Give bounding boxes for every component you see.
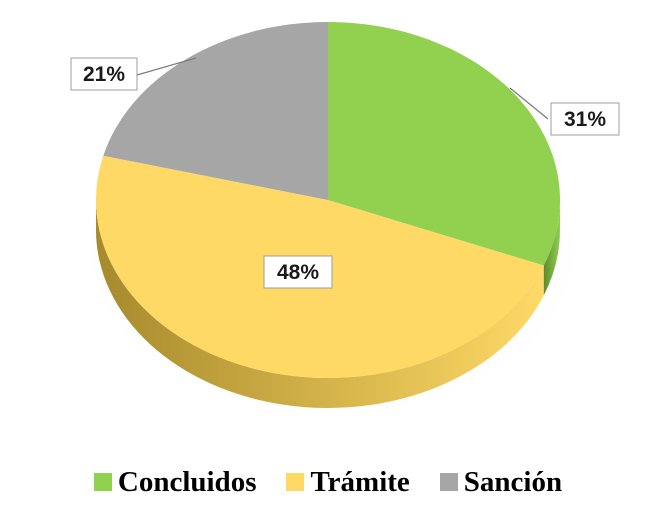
data-label-sancion: 21%: [83, 63, 125, 86]
data-label-concluidos: 31%: [564, 108, 606, 131]
legend-swatch-sancion: [439, 473, 458, 491]
legend-label-tramite: Trámite: [310, 465, 410, 498]
data-label-box-tramite: [263, 255, 333, 289]
pie-side-concluidos: [543, 200, 560, 296]
data-label-box-sancion: [70, 57, 138, 91]
pie-sides: [96, 200, 560, 409]
pie-top: [96, 22, 560, 378]
data-label-box-concluidos: [550, 102, 620, 136]
leader-line-concluidos: [509, 87, 549, 120]
data-label-tramite: 48%: [277, 261, 319, 284]
legend-label-sancion: Sanción: [463, 465, 563, 498]
chart-legend: Concluidos Trámite Sanción: [0, 462, 656, 502]
pie-slice-sancion: [103, 22, 329, 200]
leader-line-sancion: [136, 57, 197, 76]
pie-data-labels: 31% 48% 21%: [70, 57, 620, 289]
legend-swatch-concluidos: [93, 473, 112, 491]
legend-swatch-tramite: [286, 473, 305, 491]
legend-item-concluidos: Concluidos: [93, 465, 257, 499]
legend-item-tramite: Trámite: [286, 465, 410, 499]
pie-slice-concluidos: [328, 22, 560, 266]
legend-item-sancion: Sanción: [439, 465, 563, 499]
legend-label-concluidos: Concluidos: [117, 465, 257, 498]
pie-side-trámite: [96, 200, 544, 409]
